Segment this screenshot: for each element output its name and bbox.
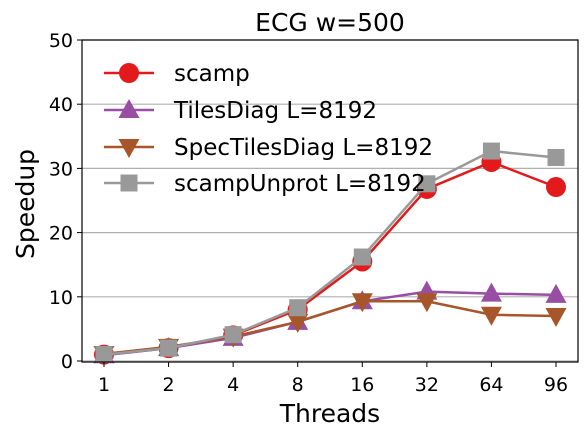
series-line-3	[103, 149, 557, 356]
data-point-3-6	[482, 142, 500, 160]
chart-title: ECG w=500	[255, 8, 405, 37]
y-tick-label-50: 50	[49, 30, 73, 52]
data-point-2-7	[545, 308, 567, 328]
data-point-2-6	[480, 306, 502, 326]
y-tick-label-20: 20	[49, 223, 73, 245]
legend-label-1: TilesDiag L=8192	[173, 98, 377, 124]
data-point-0-7	[546, 177, 566, 198]
data-point-3-1	[160, 339, 178, 357]
legend-marker-0	[119, 63, 139, 83]
y-tick-label-30: 30	[49, 158, 73, 180]
data-point-3-7	[547, 148, 565, 166]
legend-label-2: SpecTilesDiag L=8192	[174, 135, 433, 161]
x-tick-label-8: 8	[292, 374, 304, 396]
x-tick-label-32: 32	[415, 374, 439, 396]
y-axis-label: Speedup	[11, 149, 40, 259]
legend-marker-2	[118, 139, 140, 158]
x-tick-label-96: 96	[544, 374, 568, 396]
x-tick-label-64: 64	[479, 374, 503, 396]
data-point-1-7	[545, 283, 567, 303]
x-tick-label-16: 16	[350, 374, 374, 396]
series-3	[95, 142, 565, 364]
y-axis-ticks: 0 10 20 30 40 50	[49, 30, 82, 373]
x-axis-ticks: 1 2 4 8 16 32 64 96	[98, 362, 568, 396]
x-tick-label-4: 4	[227, 374, 239, 396]
legend-marker-3	[120, 174, 138, 192]
data-point-3-3	[289, 299, 307, 317]
data-point-2-4	[351, 293, 373, 313]
legend-label-0: scamp	[174, 61, 250, 87]
x-tick-label-1: 1	[98, 374, 110, 396]
data-point-3-0	[95, 346, 113, 364]
x-axis-label: Threads	[279, 399, 380, 428]
y-tick-label-40: 40	[49, 94, 73, 116]
data-point-2-5	[416, 293, 438, 313]
plot-frame	[81, 39, 579, 363]
x-tick-label-2: 2	[163, 374, 175, 396]
y-tick-label-0: 0	[61, 351, 73, 373]
legend-label-3: scampUnprot L=8192	[174, 171, 426, 197]
data-point-3-4	[353, 248, 371, 266]
y-tick-label-10: 10	[49, 287, 73, 309]
data-point-3-2	[224, 326, 242, 344]
legend: scamp TilesDiag L=8192 SpecTilesDiag L=819…	[104, 61, 433, 197]
legend-marker-1	[118, 99, 140, 118]
series-layer	[93, 142, 567, 365]
data-point-2-3	[287, 313, 309, 333]
data-point-3-5	[418, 175, 436, 193]
data-point-1-6	[480, 282, 502, 302]
